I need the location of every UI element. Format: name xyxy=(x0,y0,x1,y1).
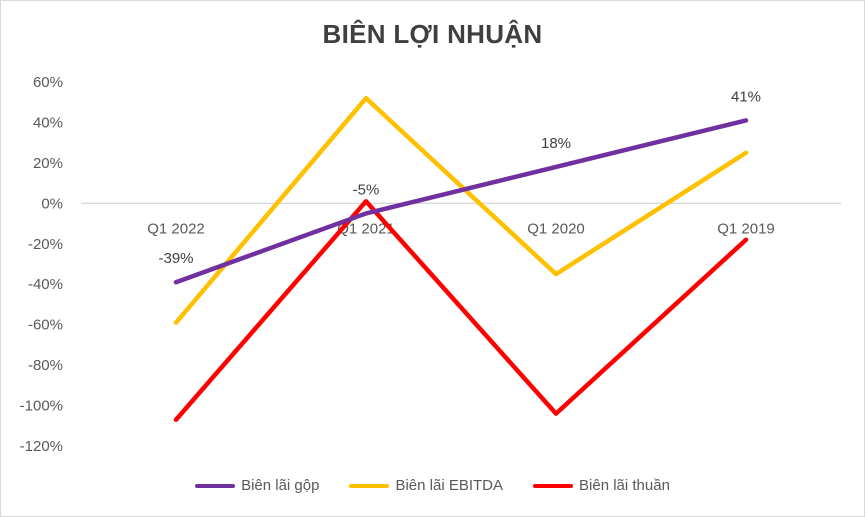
x-tick-label: Q1 2020 xyxy=(527,220,585,237)
legend-label: Biên lãi gộp xyxy=(241,477,320,494)
y-tick-label: 20% xyxy=(33,155,63,172)
y-tick-label: -120% xyxy=(20,438,63,455)
y-tick-label: 0% xyxy=(41,195,63,212)
legend-swatch xyxy=(195,483,236,488)
data-label: 18% xyxy=(541,135,571,152)
data-label: -5% xyxy=(353,181,380,198)
y-tick-label: 60% xyxy=(33,74,63,91)
chart-title: BIÊN LỢI NHUẬN xyxy=(322,19,543,49)
data-label: -39% xyxy=(158,250,193,267)
legend-item: Biên lãi gộp xyxy=(195,477,319,494)
legend: Biên lãi gộp Biên lãi EBITDA Biên lãi thuầ… xyxy=(1,477,864,494)
data-labels: -39% -5% 18% 41% xyxy=(158,88,761,267)
legend-swatch xyxy=(533,483,574,488)
x-tick-label: Q1 2021 xyxy=(337,220,395,237)
x-axis-labels: Q1 2022 Q1 2021 Q1 2020 Q1 2019 xyxy=(147,220,775,237)
y-tick-label: -100% xyxy=(20,398,63,415)
legend-item: Biên lãi EBITDA xyxy=(349,477,503,494)
series-line xyxy=(173,118,749,285)
data-label: 41% xyxy=(731,88,761,105)
x-tick-label: Q1 2022 xyxy=(147,220,205,237)
x-tick-label: Q1 2019 xyxy=(717,220,775,237)
series-lines xyxy=(173,95,749,422)
legend-label: Biên lãi EBITDA xyxy=(395,477,504,494)
y-tick-label: 40% xyxy=(33,114,63,131)
legend-label: Biên lãi thuần xyxy=(579,477,670,494)
y-tick-label: -20% xyxy=(28,236,63,253)
y-axis: 60% 40% 20% 0% -20% -40% -60% -80% -100% -120% xyxy=(20,74,63,455)
legend-item: Biên lãi thuần xyxy=(533,477,670,494)
legend-swatch xyxy=(349,483,390,488)
y-tick-label: -60% xyxy=(28,317,63,334)
y-tick-label: -80% xyxy=(28,357,63,374)
series-line xyxy=(173,95,749,325)
y-tick-label: -40% xyxy=(28,276,63,293)
series-line xyxy=(173,199,749,422)
